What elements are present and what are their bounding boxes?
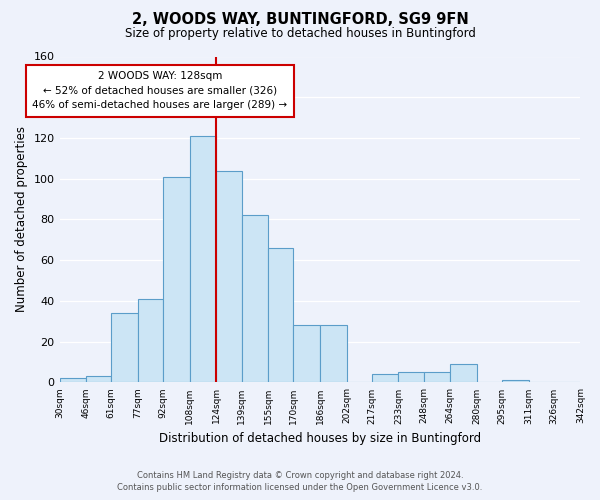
Bar <box>268 248 293 382</box>
Bar <box>59 378 86 382</box>
Text: 2, WOODS WAY, BUNTINGFORD, SG9 9FN: 2, WOODS WAY, BUNTINGFORD, SG9 9FN <box>131 12 469 28</box>
Bar <box>217 170 242 382</box>
X-axis label: Distribution of detached houses by size in Buntingford: Distribution of detached houses by size … <box>159 432 481 445</box>
Bar <box>190 136 217 382</box>
Bar <box>502 380 529 382</box>
Bar <box>138 299 163 382</box>
Bar <box>112 313 138 382</box>
Bar <box>424 372 450 382</box>
Text: Contains HM Land Registry data © Crown copyright and database right 2024.
Contai: Contains HM Land Registry data © Crown c… <box>118 471 482 492</box>
Bar <box>163 176 190 382</box>
Bar <box>450 364 477 382</box>
Y-axis label: Number of detached properties: Number of detached properties <box>15 126 28 312</box>
Bar <box>293 326 320 382</box>
Text: 2 WOODS WAY: 128sqm
← 52% of detached houses are smaller (326)
46% of semi-detac: 2 WOODS WAY: 128sqm ← 52% of detached ho… <box>32 71 287 110</box>
Text: Size of property relative to detached houses in Buntingford: Size of property relative to detached ho… <box>125 28 475 40</box>
Bar <box>372 374 398 382</box>
Bar <box>242 216 268 382</box>
Bar <box>398 372 424 382</box>
Bar <box>86 376 112 382</box>
Bar <box>320 326 347 382</box>
